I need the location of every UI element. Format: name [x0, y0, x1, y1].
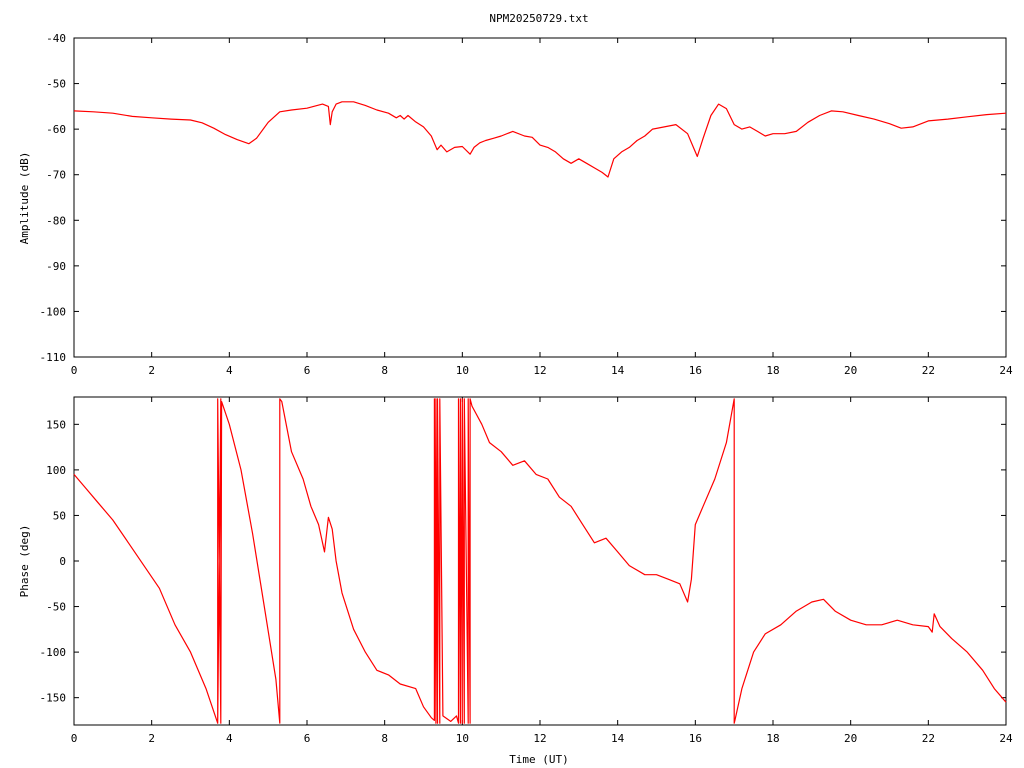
amplitude-x-tick-label: 14: [611, 364, 625, 377]
phase-y-tick-label: -50: [46, 601, 66, 614]
phase-x-tick-label: 22: [922, 732, 935, 745]
phase-ticks: [73, 397, 1007, 725]
amplitude-x-tick-label: 16: [689, 364, 702, 377]
phase-x-tick-label: 12: [533, 732, 546, 745]
phase-y-tick-label: 100: [46, 464, 66, 477]
phase-x-tick-label: 8: [381, 732, 388, 745]
amplitude-y-tick-label: -80: [46, 214, 66, 227]
amplitude-x-tick-label: 20: [844, 364, 857, 377]
phase-series-line-0: [73, 398, 1007, 724]
amplitude-y-tick-label: -50: [46, 78, 66, 91]
amplitude-x-tick-label: 10: [456, 364, 469, 377]
amplitude-x-tick-labels: 0 2 4 6 8 10 12 14 16 18 20 22 24: [71, 364, 1013, 377]
amplitude-x-tick-label: 12: [533, 364, 546, 377]
phase-x-tick-label: 6: [304, 732, 311, 745]
amplitude-panel: -110-100-90-80-70-60-50-40 0 2 4 6 8 10 12 14 16…: [18, 32, 1013, 377]
amplitude-ticks: [73, 37, 1007, 358]
amplitude-y-tick-label: -70: [46, 169, 66, 182]
amplitude-x-tick-label: 18: [766, 364, 779, 377]
phase-x-axis-label: Time (UT): [509, 753, 569, 766]
amplitude-x-tick-label: 8: [381, 364, 388, 377]
chart-title: NPM20250729.txt: [489, 12, 588, 25]
amplitude-x-tick-label: 2: [148, 364, 155, 377]
amplitude-x-tick-label: 0: [71, 364, 78, 377]
amplitude-y-tick-labels: -110 -100 -90 -80 -70 -60 -50 -40: [40, 32, 67, 364]
phase-plot-frame: [73, 396, 1007, 726]
phase-x-tick-label: 0: [71, 732, 78, 745]
amplitude-series-line-0: [73, 101, 1007, 178]
amplitude-y-tick-label: -40: [46, 32, 66, 45]
phase-x-tick-label: 18: [766, 732, 779, 745]
amplitude-y-axis-label: Amplitude (dB): [18, 152, 31, 245]
phase-series: [73, 398, 1007, 724]
phase-x-tick-label: 4: [226, 732, 233, 745]
amplitude-x-tick-label: 24: [999, 364, 1013, 377]
amplitude-plot-frame: [73, 37, 1007, 358]
phase-x-tick-label: 10: [456, 732, 469, 745]
amplitude-x-tick-label: 4: [226, 364, 233, 377]
amplitude-y-tick-label: -90: [46, 260, 66, 273]
amplitude-y-tick-label: -100: [40, 305, 67, 318]
phase-x-tick-label: 24: [999, 732, 1013, 745]
amplitude-x-tick-label: 22: [922, 364, 935, 377]
phase-y-tick-labels: -150 -100 -50 0 50 100 150: [40, 418, 67, 704]
phase-x-tick-label: 20: [844, 732, 857, 745]
phase-x-tick-label: 16: [689, 732, 702, 745]
amplitude-y-tick-label: -60: [46, 123, 66, 136]
phase-y-tick-label: 150: [46, 418, 66, 431]
phase-y-tick-label: 0: [59, 555, 66, 568]
amplitude-x-tick-label: 6: [304, 364, 311, 377]
phase-y-tick-label: 50: [53, 509, 66, 522]
phase-y-tick-label: -100: [40, 646, 67, 659]
phase-x-tick-labels: 0 2 4 6 8 10 12 14 16 18 20 22 24: [71, 732, 1013, 745]
amplitude-series: [73, 101, 1007, 178]
phase-y-axis-label: Phase (deg): [18, 525, 31, 598]
amplitude-y-tick-label: -110: [40, 351, 67, 364]
phase-x-tick-label: 14: [611, 732, 625, 745]
phase-y-tick-label: -150: [40, 692, 67, 705]
phase-x-tick-label: 2: [148, 732, 155, 745]
